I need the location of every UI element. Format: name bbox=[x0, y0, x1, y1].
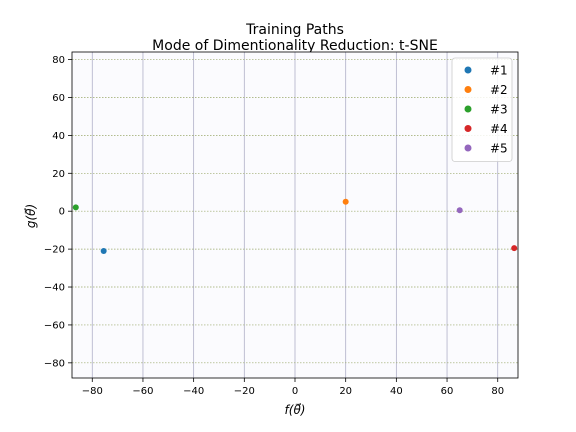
plot-area bbox=[71, 51, 519, 379]
y-tick-label: 80 bbox=[52, 55, 65, 66]
x-tick-label: 60 bbox=[441, 386, 454, 397]
x-tick-label: 40 bbox=[390, 386, 403, 397]
y-axis-ticks: −80 −60 −40 −20 0 20 40 60 80 bbox=[44, 55, 72, 369]
x-tick-label: −80 bbox=[82, 386, 103, 397]
legend-box bbox=[451, 57, 513, 162]
y-tick-label: −60 bbox=[44, 320, 65, 331]
data-points bbox=[72, 198, 518, 255]
x-axis-label: f(θ⃗) bbox=[285, 403, 306, 417]
legend-label: #4 bbox=[490, 122, 508, 136]
y-tick-label: −20 bbox=[44, 245, 65, 256]
x-tick-label: −40 bbox=[183, 386, 204, 397]
data-point-series-1 bbox=[100, 248, 107, 255]
legend-marker bbox=[464, 125, 472, 132]
chart-title: Training Paths bbox=[245, 22, 344, 38]
y-tick-label: −40 bbox=[44, 283, 65, 294]
legend: #1 #2 #3 #4 #5 bbox=[451, 57, 513, 162]
legend-marker bbox=[464, 105, 472, 113]
data-point-series-3 bbox=[72, 204, 79, 211]
legend-label: #2 bbox=[490, 83, 508, 97]
legend-marker bbox=[464, 86, 472, 93]
data-point-series-2 bbox=[342, 198, 349, 205]
y-axis-label: g(θ⃗) bbox=[24, 204, 38, 228]
y-tick-label: 40 bbox=[52, 131, 65, 142]
x-axis-ticks: −80 −60 −40 −20 0 20 40 60 80 bbox=[82, 378, 504, 397]
y-tick-label: 0 bbox=[59, 207, 65, 218]
y-tick-label: 20 bbox=[52, 169, 65, 180]
x-tick-label: 0 bbox=[292, 386, 298, 397]
legend-marker bbox=[464, 144, 472, 152]
chart-subtitle: Mode of Dimentionality Reduction: t-SNE bbox=[152, 38, 438, 54]
y-tick-label: 60 bbox=[52, 93, 65, 104]
x-tick-label: 80 bbox=[491, 386, 504, 397]
data-point-series-5 bbox=[456, 207, 463, 214]
legend-label: #1 bbox=[490, 64, 508, 78]
data-point-series-4 bbox=[511, 245, 518, 252]
x-tick-label: −20 bbox=[234, 386, 255, 397]
legend-marker bbox=[464, 66, 472, 74]
legend-label: #3 bbox=[490, 103, 508, 117]
x-tick-label: −60 bbox=[132, 386, 153, 397]
y-tick-label: −80 bbox=[44, 358, 65, 369]
legend-label: #5 bbox=[490, 142, 508, 156]
x-tick-label: 20 bbox=[339, 386, 352, 397]
